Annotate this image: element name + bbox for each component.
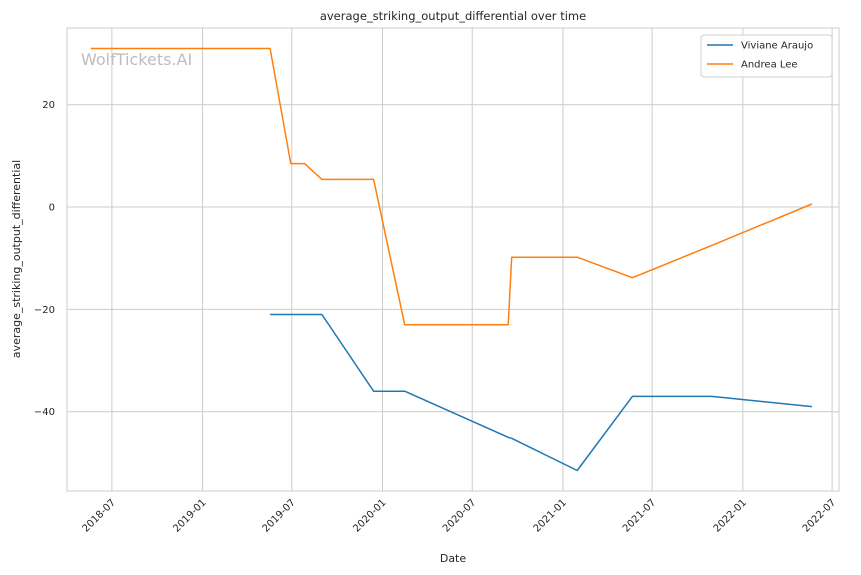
x-axis-label: Date xyxy=(440,552,467,565)
y-tick-label: 0 xyxy=(49,203,55,214)
x-tick-label: 2018-07 xyxy=(81,497,118,534)
series-line-1 xyxy=(270,313,812,472)
x-tick-label: 2020-01 xyxy=(351,497,388,534)
plot-area xyxy=(67,28,839,491)
y-tick-label: 20 xyxy=(42,100,55,111)
series-layer xyxy=(90,47,813,472)
legend-label: Viviane Araujo xyxy=(741,41,813,52)
legend-label: Andrea Lee xyxy=(741,60,798,71)
y-tick-label: −40 xyxy=(34,407,55,418)
y-tick-label: −20 xyxy=(34,305,55,316)
x-tick-label: 2021-07 xyxy=(621,497,658,534)
x-tick-label: 2019-01 xyxy=(171,497,208,534)
x-tick-labels: 2018-07 2019-01 2019-07 2020-01 2020-07 2021-… xyxy=(81,497,839,534)
x-tick-label: 2020-07 xyxy=(441,497,478,534)
y-tick-labels: −40 −20 0 20 xyxy=(34,100,55,418)
y-axis-label: average_striking_output_differential xyxy=(10,160,23,358)
legend: Viviane Araujo Andrea Lee xyxy=(700,34,833,78)
x-tick-label: 2022-07 xyxy=(801,497,838,534)
series-line-2 xyxy=(90,47,813,326)
x-tick-label: 2022-01 xyxy=(712,497,749,534)
x-tick-label: 2019-07 xyxy=(261,497,298,534)
legend-box xyxy=(700,34,833,78)
x-tick-label: 2021-01 xyxy=(532,497,569,534)
chart-title: average_striking_output_differential ove… xyxy=(320,9,586,23)
grid-lines xyxy=(67,28,839,491)
watermark: WolfTickets.AI xyxy=(81,50,192,69)
plot-frame xyxy=(66,27,840,492)
